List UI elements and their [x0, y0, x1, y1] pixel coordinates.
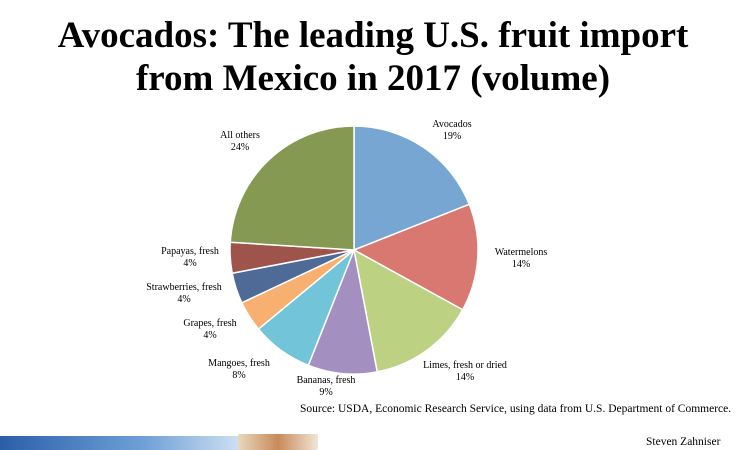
slice-value-label: 9%: [319, 387, 332, 398]
slice-label: Grapes, fresh: [183, 318, 236, 329]
slice-value-label: 14%: [512, 259, 530, 270]
slice-value-label: 4%: [177, 294, 190, 305]
slice-label: Strawberries, fresh: [146, 282, 222, 293]
pie-slice-avocados: [353, 125, 471, 252]
author-name: Steven Zahniser: [646, 436, 721, 448]
slice-value-label: 19%: [443, 131, 461, 142]
pie-slices: [229, 125, 479, 375]
slice-label: Papayas, fresh: [161, 246, 219, 257]
footer-image: [238, 434, 318, 450]
pie-slice-all-others: [229, 125, 355, 251]
slice-value-label: 14%: [456, 372, 474, 383]
slice-value-label: 4%: [203, 330, 216, 341]
slice-label: Limes, fresh or dried: [423, 360, 507, 371]
slice-label: Watermelons: [495, 247, 548, 258]
slice-label: Bananas, fresh: [297, 375, 356, 386]
title-line-2: from Mexico in 2017 (volume): [135, 58, 611, 99]
title-line-1: Avocados: The leading U.S. fruit import: [57, 15, 689, 56]
footer-blue-bar: [0, 436, 240, 450]
chart-title: Avocados: The leading U.S. fruit import …: [0, 14, 746, 100]
slice-label: All others: [220, 130, 260, 141]
slice-label: Avocados: [432, 119, 471, 130]
slice-value-label: 24%: [231, 142, 249, 153]
slice-value-label: 8%: [232, 370, 245, 381]
slice-value-label: 4%: [183, 258, 196, 269]
footer-band: [0, 432, 746, 450]
slice-label: Mangoes, fresh: [208, 358, 270, 369]
source-note: Source: USDA, Economic Research Service,…: [300, 403, 732, 415]
pie-slice-watermelons: [352, 203, 479, 311]
pie-slice-limes-fresh-or-dried: [352, 248, 464, 373]
